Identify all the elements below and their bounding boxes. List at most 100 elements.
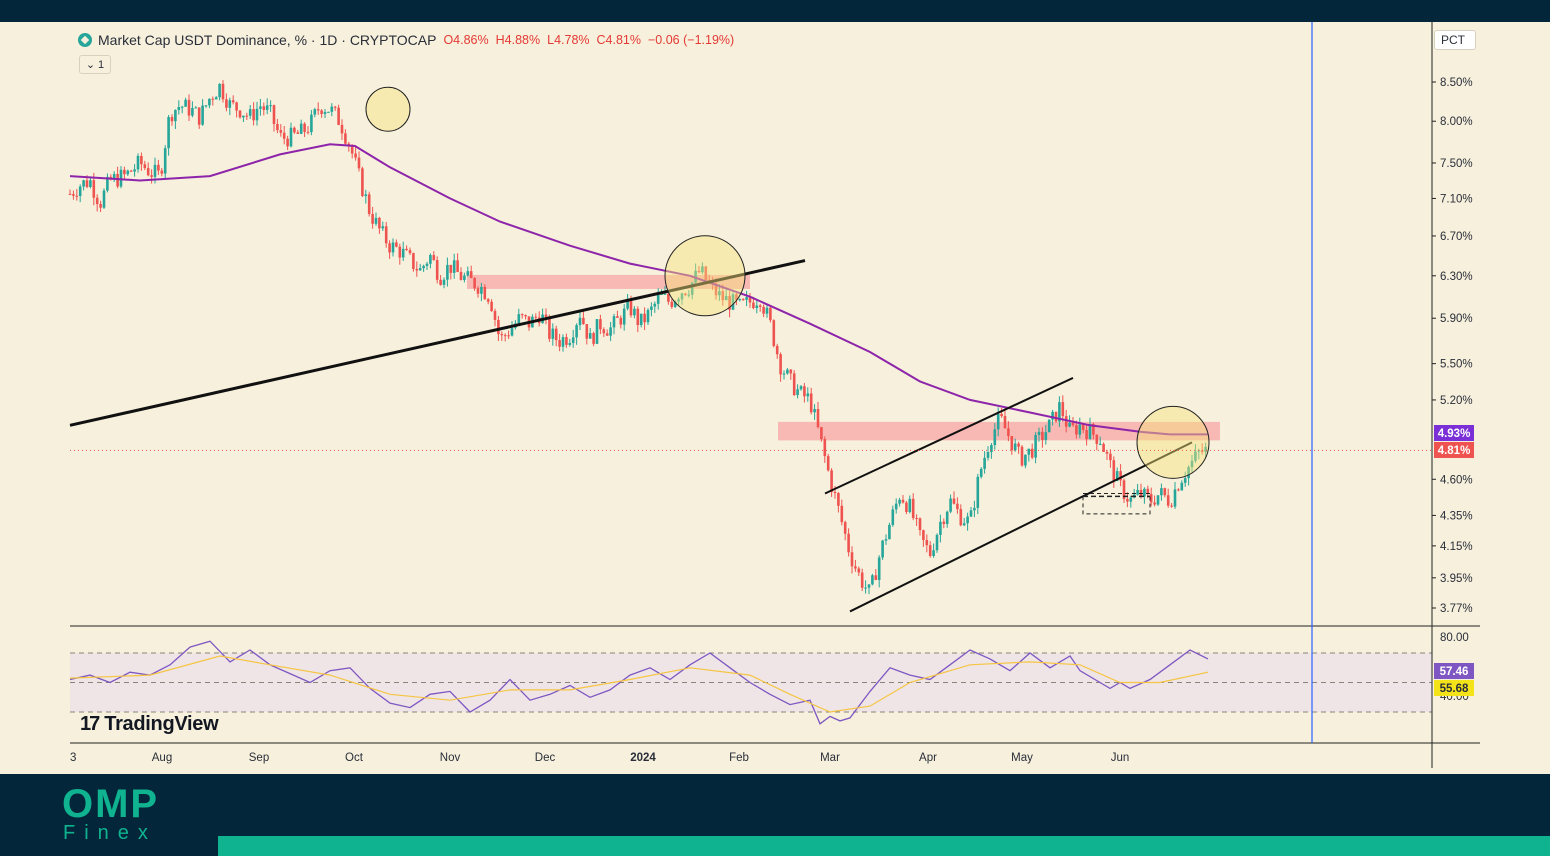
candle-body	[956, 503, 959, 510]
candle-body	[1041, 431, 1044, 441]
candle-body	[1115, 471, 1119, 481]
candle-body	[129, 170, 133, 172]
candle-body	[833, 491, 837, 494]
candle-body	[779, 354, 782, 375]
candle-body	[905, 502, 908, 513]
candle-body	[1200, 450, 1204, 452]
candle-body	[1010, 436, 1014, 451]
y-tick-label: 3.95%	[1440, 573, 1473, 585]
candle-body	[231, 100, 235, 103]
candle-body	[830, 470, 833, 492]
candle-body	[932, 550, 935, 557]
candle-body	[650, 306, 653, 310]
candle-body	[755, 305, 759, 309]
candle-body	[758, 305, 762, 307]
candle-body	[888, 524, 891, 540]
candle-body	[265, 105, 269, 110]
candle-body	[429, 255, 432, 264]
scale-mode-button[interactable]: PCT	[1434, 30, 1476, 50]
candle-body	[1007, 428, 1010, 437]
candle-body	[235, 102, 238, 111]
candle-body	[78, 186, 82, 197]
candle-body	[582, 317, 585, 325]
candle-body	[160, 170, 164, 174]
candle-body	[775, 345, 779, 355]
candle-body	[881, 540, 884, 558]
candle-body	[1098, 443, 1102, 445]
candle-body	[690, 282, 694, 295]
candle-body	[524, 315, 527, 317]
last-price-label-bg	[1434, 442, 1474, 458]
candle-body	[694, 270, 697, 283]
candle-body	[680, 293, 684, 300]
candle-body	[378, 217, 381, 229]
candle-body	[1078, 424, 1082, 435]
candle-body	[259, 106, 262, 109]
candle-body	[473, 278, 476, 289]
candle-body	[157, 164, 160, 171]
candle-body	[551, 328, 555, 339]
symbol-title[interactable]: Market Cap USDT Dominance, % · 1D · CRYP…	[98, 32, 437, 48]
candle-body	[714, 283, 718, 296]
candle-body	[503, 335, 507, 337]
candle-body	[656, 294, 660, 304]
candle-body	[1064, 416, 1068, 427]
candle-body	[276, 124, 279, 131]
candle-body	[738, 299, 742, 301]
candle-body	[248, 109, 252, 116]
candle-body	[374, 217, 378, 224]
candle-body	[993, 429, 997, 446]
y-tick-label: 8.50%	[1440, 77, 1473, 89]
candle-body	[82, 180, 85, 187]
candle-body	[663, 293, 667, 295]
candle-body	[548, 316, 551, 339]
candle-body	[792, 373, 796, 396]
candle-body	[986, 452, 990, 458]
candle-body	[463, 275, 466, 281]
candle-body	[697, 270, 701, 273]
candle-body	[255, 108, 259, 121]
candle-body	[289, 127, 293, 147]
candle-body	[1020, 446, 1024, 466]
indicator-collapse-button[interactable]: ⌄ 1	[79, 55, 111, 74]
candle-body	[602, 329, 606, 334]
candle-body	[704, 266, 708, 280]
candle-body	[1194, 451, 1197, 461]
candle-body	[789, 369, 793, 374]
candle-body	[490, 301, 493, 312]
candle-body	[112, 173, 116, 180]
candle-body	[728, 295, 731, 310]
candle-body	[813, 409, 816, 413]
candle-body	[1081, 424, 1085, 431]
y-tick-label: 6.70%	[1440, 231, 1473, 243]
candle-body	[554, 328, 558, 341]
rsi-ma-line	[69, 655, 1209, 713]
candle-body	[520, 314, 524, 316]
candle-body	[629, 300, 633, 316]
candle-body	[507, 335, 510, 337]
candle-body	[1000, 413, 1003, 417]
candle-body	[211, 98, 215, 100]
candle-body	[643, 313, 646, 323]
consolidation-box	[1082, 492, 1151, 515]
candle-body	[609, 327, 612, 336]
candle-body	[735, 294, 738, 300]
x-tick-label: 2024	[630, 752, 656, 764]
candle-body	[415, 268, 419, 271]
candle-body	[303, 123, 306, 132]
candle-body	[337, 107, 340, 125]
candle-body	[1187, 467, 1190, 479]
candle-body	[939, 521, 942, 535]
y-tick-label: 6.30%	[1440, 271, 1473, 283]
candle-body	[208, 98, 211, 106]
candle-body	[316, 109, 320, 111]
candle-body	[68, 193, 72, 195]
candle-body	[701, 266, 704, 273]
candle-body	[174, 110, 177, 122]
candle-body	[204, 105, 208, 107]
candle-body	[605, 333, 609, 336]
candle-body	[762, 306, 765, 314]
candle-body	[167, 117, 170, 149]
candle-body	[911, 498, 915, 518]
